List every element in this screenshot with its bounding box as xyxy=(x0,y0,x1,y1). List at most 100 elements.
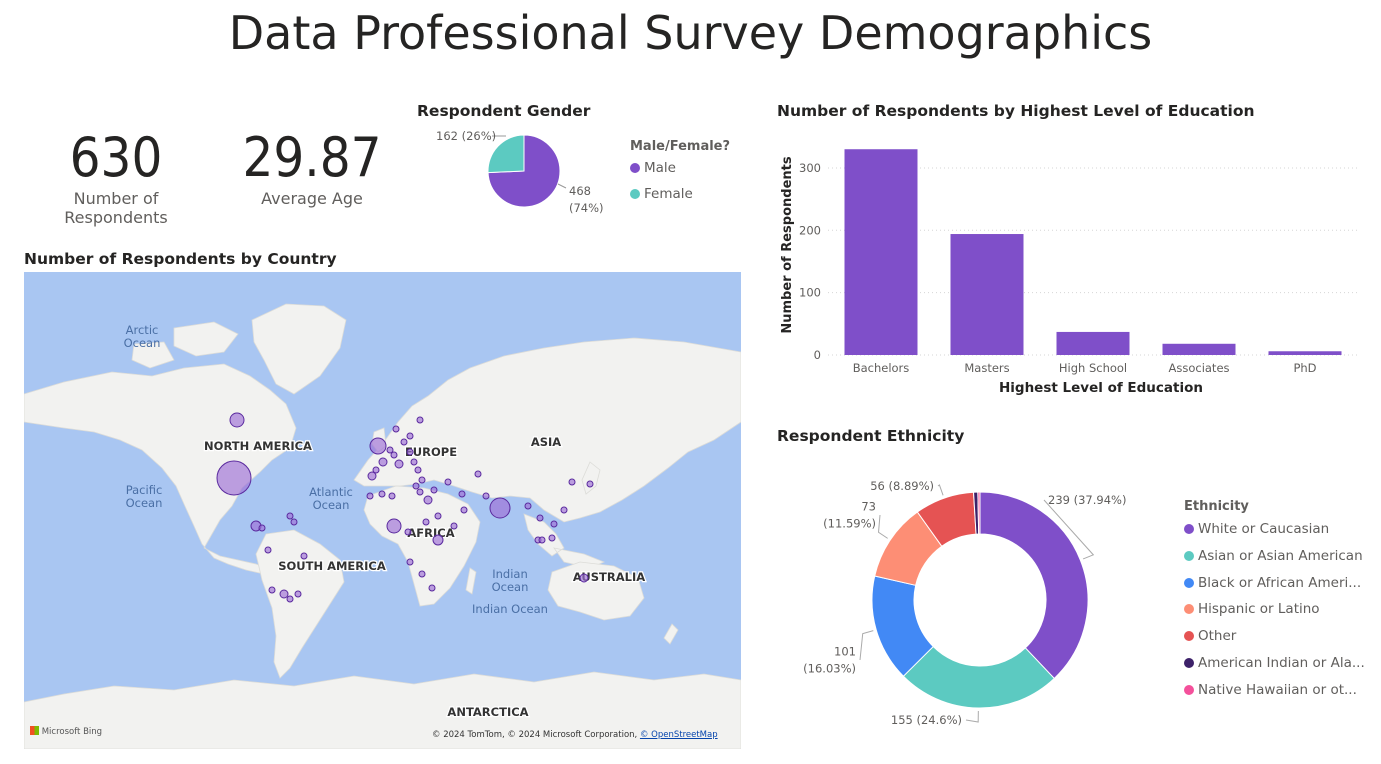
map-bubble-13[interactable] xyxy=(394,459,404,469)
donut-slice-white-or-caucasian[interactable] xyxy=(979,491,1089,680)
map-bubble-26[interactable] xyxy=(444,478,452,486)
map-bubble-31[interactable] xyxy=(450,522,458,530)
ethnicity-legend: White or Caucasian Asian or Asian America… xyxy=(1184,521,1365,709)
donut-slice-native-hawaiian-or-other-pacific-islander[interactable] xyxy=(977,491,981,535)
donut-data-label-3-1: (11.59%) xyxy=(823,517,876,531)
ethnicity-legend-item-3[interactable]: Hispanic or Latino xyxy=(1184,601,1365,628)
map-bubble-52[interactable] xyxy=(548,534,556,542)
ocean-label-0-0: Arctic xyxy=(126,323,159,337)
map-bubble-4[interactable] xyxy=(386,518,402,534)
map-bubble-57[interactable] xyxy=(579,573,589,583)
ethnicity-legend-item-4[interactable]: Other xyxy=(1184,628,1365,655)
ethnicity-legend-item-2[interactable]: Black or African Ameri... xyxy=(1184,575,1365,602)
map-bubble-15[interactable] xyxy=(406,448,414,456)
map-bubble-43[interactable] xyxy=(279,589,289,599)
leader-line-3 xyxy=(877,514,888,539)
map-bubble-17[interactable] xyxy=(414,466,422,474)
gender-pie-chart[interactable]: 468 (74%) 162 (26%) xyxy=(420,122,620,222)
map-bubble-41[interactable] xyxy=(300,552,308,560)
legend-item-female[interactable]: Female xyxy=(630,186,693,202)
ethnicity-legend-item-5[interactable]: American Indian or Ala... xyxy=(1184,655,1365,682)
map-bubble-19[interactable] xyxy=(412,482,420,490)
map-bubble-33[interactable] xyxy=(422,518,430,526)
ethnicity-legend-item-6[interactable]: Native Hawaiian or ot... xyxy=(1184,682,1365,709)
map-bubble-38[interactable] xyxy=(286,512,294,520)
map-bubble-36[interactable] xyxy=(378,490,386,498)
map-bubble-54[interactable] xyxy=(560,506,568,514)
page-title: Data Professional Survey Demographics xyxy=(228,6,1153,60)
map-bubble-42[interactable] xyxy=(268,586,276,594)
map-bubble-34[interactable] xyxy=(404,528,412,536)
y-tick-0: 0 xyxy=(814,348,821,362)
map-bubble-0[interactable] xyxy=(216,460,252,496)
map-bubble-2[interactable] xyxy=(369,437,387,455)
map-bubble-22[interactable] xyxy=(416,416,424,424)
donut-slice-asian-or-asian-american[interactable] xyxy=(902,645,1055,709)
map-bubble-9[interactable] xyxy=(372,466,380,474)
map-bubble-27[interactable] xyxy=(458,490,466,498)
map-bubble-35[interactable] xyxy=(366,492,374,500)
ethnicity-legend-item-1[interactable]: Asian or Asian American xyxy=(1184,548,1365,575)
continent-label-6: ANTARCTICA xyxy=(447,705,528,719)
ethnicity-legend-label-5: American Indian or Ala... xyxy=(1198,654,1365,671)
map-bubble-45[interactable] xyxy=(294,590,302,598)
pie-slice-female[interactable] xyxy=(487,134,525,174)
leader-line-4 xyxy=(937,484,944,496)
map-bubble-58[interactable] xyxy=(538,536,546,544)
map-bubble-55[interactable] xyxy=(568,478,576,486)
map-bubble-20[interactable] xyxy=(416,488,424,496)
map-bubble-40[interactable] xyxy=(264,546,272,554)
map-bubble-51[interactable] xyxy=(550,520,558,528)
map-bubble-21[interactable] xyxy=(406,432,414,440)
map-bubble-23[interactable] xyxy=(392,425,400,433)
ethnicity-legend-item-0[interactable]: White or Caucasian xyxy=(1184,521,1365,548)
map-bubble-46[interactable] xyxy=(406,558,414,566)
legend-label-male: Male xyxy=(644,160,676,176)
ocean-label-4-0: Indian Ocean xyxy=(472,602,548,616)
map-bubble-29[interactable] xyxy=(482,492,490,500)
pie-slice-male[interactable] xyxy=(487,134,561,208)
land-greenland xyxy=(251,303,347,395)
map-bubble-32[interactable] xyxy=(434,512,442,520)
ethnicity-legend-dot-3 xyxy=(1184,604,1194,615)
map-bubble-25[interactable] xyxy=(430,486,438,494)
map-bubble-24[interactable] xyxy=(423,495,433,505)
bar-associates[interactable] xyxy=(1162,343,1236,355)
data-label-male-pct: (74%) xyxy=(569,201,604,215)
bar-phd[interactable] xyxy=(1268,351,1342,355)
donut-data-label-3-0: 73 xyxy=(861,500,876,514)
map-bubble-47[interactable] xyxy=(418,570,426,578)
map-bubble-30[interactable] xyxy=(460,506,468,514)
legend-item-male[interactable]: Male xyxy=(630,160,676,176)
map-bubble-11[interactable] xyxy=(386,446,394,454)
map-bubble-49[interactable] xyxy=(524,502,532,510)
map-canvas[interactable]: NORTH AMERICA SOUTH AMERICA EUROPE AFRICA AS… xyxy=(24,272,741,749)
map-bubble-39[interactable] xyxy=(290,518,298,526)
map-bubble-50[interactable] xyxy=(536,514,544,522)
map-bubble-12[interactable] xyxy=(390,451,398,459)
map-bubble-14[interactable] xyxy=(400,438,408,446)
bar-masters[interactable] xyxy=(950,234,1024,355)
ethnicity-donut-chart[interactable]: 239 (37.94%) 155 (24.6%) 101 (16.03%) 73 (11.… xyxy=(800,470,1160,740)
map-bubble-56[interactable] xyxy=(586,480,594,488)
map-bubble-18[interactable] xyxy=(418,476,426,484)
map-bubble-8[interactable] xyxy=(367,471,377,481)
bar-bachelors[interactable] xyxy=(844,149,918,355)
map-bubble-37[interactable] xyxy=(388,492,396,500)
map-bubble-3[interactable] xyxy=(489,497,511,519)
map-bubble-48[interactable] xyxy=(428,584,436,592)
education-bar-chart[interactable]: 0 100 200 300 Bachelors Masters High School Ass… xyxy=(770,130,1370,400)
map-bubble-28[interactable] xyxy=(474,470,482,478)
map-bubble-10[interactable] xyxy=(378,457,388,467)
continent-label-1: SOUTH AMERICA xyxy=(278,559,386,573)
bar-high-school[interactable] xyxy=(1056,331,1130,355)
map-bubble-16[interactable] xyxy=(410,458,418,466)
map-bubble-1[interactable] xyxy=(229,412,245,428)
openstreetmap-link[interactable]: © OpenStreetMap xyxy=(639,730,718,740)
map-bubble-44[interactable] xyxy=(286,595,294,603)
land-arctic-islands xyxy=(131,321,239,369)
y-tick-100: 100 xyxy=(799,286,821,300)
world-map[interactable]: NORTH AMERICA SOUTH AMERICA EUROPE AFRICA AS… xyxy=(24,272,741,749)
map-bubble-7[interactable] xyxy=(258,524,266,532)
map-bubble-5[interactable] xyxy=(432,534,444,546)
